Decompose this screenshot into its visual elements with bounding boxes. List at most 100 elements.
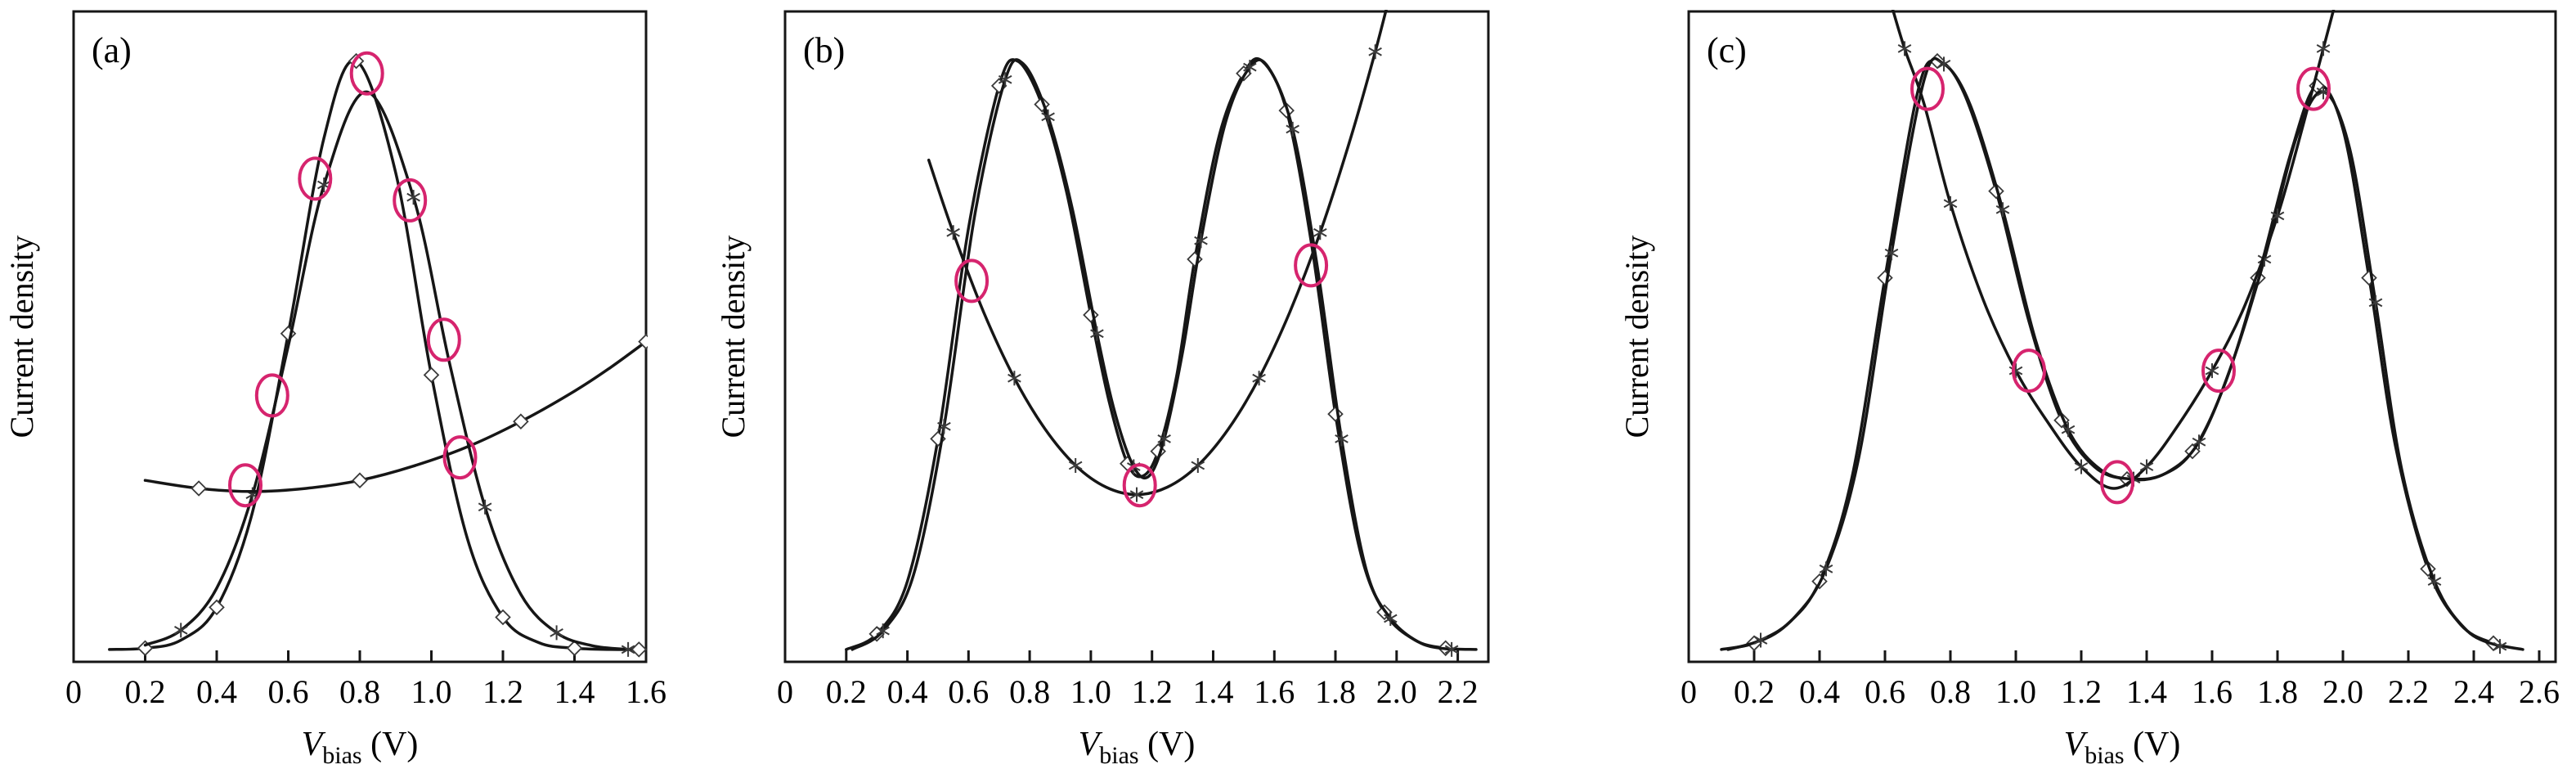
asterisk-marker bbox=[2205, 363, 2219, 379]
asterisk-marker bbox=[946, 225, 960, 241]
asterisk-marker bbox=[1129, 487, 1144, 502]
y-axis-label: Current density bbox=[3, 236, 40, 438]
diamond-marker bbox=[423, 367, 440, 384]
asterisk-marker bbox=[1008, 371, 1021, 386]
operating-point-circle bbox=[2296, 66, 2331, 111]
asterisk-marker bbox=[1191, 458, 1205, 473]
diamond-marker bbox=[1083, 307, 1099, 323]
x-tick-label: 1.4 bbox=[554, 673, 595, 710]
asterisk-marker bbox=[1286, 121, 1299, 137]
x-tick-label: 2.4 bbox=[2453, 673, 2494, 710]
asterisk-marker bbox=[2316, 41, 2331, 56]
asterisk-marker bbox=[2270, 208, 2285, 223]
asterisk-marker bbox=[621, 641, 635, 657]
asterisk-marker bbox=[2192, 434, 2206, 450]
asterisk-marker bbox=[1884, 245, 1899, 261]
operating-point-circle bbox=[1122, 463, 1157, 508]
x-tick-label: 1.2 bbox=[482, 673, 523, 710]
operating-point-circle bbox=[393, 178, 428, 223]
asterisk-marker bbox=[478, 499, 492, 515]
x-tick-label: 1.2 bbox=[2061, 673, 2102, 710]
diamond-marker bbox=[566, 640, 583, 657]
asterisk-marker bbox=[2368, 295, 2383, 310]
asterisk-marker bbox=[406, 190, 420, 205]
asterisk-marker bbox=[1335, 431, 1349, 447]
x-tick-label: 0.4 bbox=[887, 673, 928, 710]
curve-iv-curve-2 bbox=[1726, 56, 2502, 651]
operating-point-circle bbox=[954, 259, 990, 304]
asterisk-marker bbox=[2008, 363, 2023, 379]
x-tick-label: 0.2 bbox=[125, 673, 166, 710]
x-tick-label: 1.6 bbox=[2192, 673, 2233, 710]
diamond-marker bbox=[513, 413, 529, 429]
x-tick-label: 0.6 bbox=[1865, 673, 1905, 710]
operating-point-circle bbox=[2201, 349, 2236, 393]
operating-point-circle bbox=[254, 373, 289, 418]
panel-label: (a) bbox=[92, 30, 132, 70]
x-tick-label: 0.6 bbox=[268, 673, 309, 710]
panel-label: (b) bbox=[803, 30, 845, 70]
asterisk-marker bbox=[1384, 611, 1398, 626]
curve-iv-curve-1 bbox=[108, 59, 641, 651]
operating-point-circle bbox=[298, 156, 333, 201]
diamond-marker bbox=[631, 641, 648, 658]
operating-point-circle bbox=[426, 317, 461, 362]
x-tick-label: 1.8 bbox=[1315, 673, 1356, 710]
curve-iv-curve-1 bbox=[1720, 59, 2524, 651]
x-tick-label: 1.0 bbox=[411, 673, 452, 710]
asterisk-marker bbox=[550, 625, 563, 641]
x-tick-label: 1.2 bbox=[1132, 673, 1173, 710]
x-tick-label: 0 bbox=[1681, 673, 1697, 710]
operating-point-circle bbox=[228, 463, 263, 508]
diamond-marker bbox=[191, 480, 207, 497]
x-tick-label: 0.8 bbox=[1009, 673, 1050, 710]
asterisk-marker bbox=[1995, 202, 2010, 218]
operating-point-circle bbox=[349, 51, 384, 96]
x-tick-label: 1.0 bbox=[1070, 673, 1111, 710]
x-tick-label: 2.0 bbox=[1376, 673, 1417, 710]
asterisk-marker bbox=[2074, 459, 2089, 474]
asterisk-marker bbox=[1943, 196, 1958, 211]
axes-box bbox=[1687, 10, 2557, 663]
asterisk-marker bbox=[1252, 371, 1266, 386]
operating-point-circle bbox=[1910, 66, 1945, 111]
asterisk-marker bbox=[2427, 573, 2442, 589]
panel-a: 0 0.2 0.4 0.6 0.8 1.0 1.2 1.4 1.6 (a) Current dens… bbox=[3, 10, 666, 769]
asterisk-marker bbox=[1753, 632, 1768, 648]
curve-iv-curve-1 bbox=[845, 56, 1478, 651]
axes-box bbox=[72, 10, 648, 663]
curve-iv-curve-2 bbox=[143, 90, 630, 651]
curve-load-line bbox=[1891, 10, 2336, 490]
asterisk-marker bbox=[2061, 422, 2076, 438]
y-axis-label: Current density bbox=[715, 236, 752, 438]
x-tick-label: 2.2 bbox=[2388, 673, 2429, 710]
x-tick-label: 0.8 bbox=[1930, 673, 1971, 710]
asterisk-marker bbox=[1090, 326, 1104, 341]
asterisk-marker bbox=[1313, 225, 1327, 241]
operating-point-circle bbox=[2012, 349, 2046, 393]
x-tick-label: 2.0 bbox=[2322, 673, 2363, 710]
panel-c: 0 0.2 0.4 0.6 0.8 1.0 1.2 1.4 1.6 1.8 2.0 2.2 2.4 2.6… bbox=[1618, 10, 2560, 769]
x-tick-label: 2.2 bbox=[1438, 673, 1479, 710]
x-axis-label: Vbias (V) bbox=[2064, 726, 2181, 769]
diamond-marker bbox=[638, 333, 648, 350]
x-tick-label: 0.2 bbox=[826, 673, 867, 710]
x-tick-label: 0.2 bbox=[1734, 673, 1775, 710]
axes-box bbox=[783, 10, 1490, 663]
x-tick-label: 1.4 bbox=[1193, 673, 1234, 710]
asterisk-marker bbox=[1444, 641, 1459, 657]
x-tick-label: 1.0 bbox=[1995, 673, 2036, 710]
x-tick-label: 1.6 bbox=[626, 673, 666, 710]
diamond-marker bbox=[1877, 269, 1893, 286]
asterisk-marker bbox=[937, 419, 951, 434]
x-tick-label: 1.6 bbox=[1254, 673, 1295, 710]
asterisk-marker bbox=[1157, 431, 1171, 447]
asterisk-marker bbox=[1068, 458, 1083, 473]
asterisk-marker bbox=[1819, 561, 1833, 577]
panel-label: (c) bbox=[1707, 30, 1747, 70]
asterisk-marker bbox=[1243, 60, 1257, 75]
operating-point-circle bbox=[2100, 460, 2134, 505]
asterisk-marker bbox=[2139, 459, 2154, 474]
asterisk-marker bbox=[173, 623, 188, 638]
